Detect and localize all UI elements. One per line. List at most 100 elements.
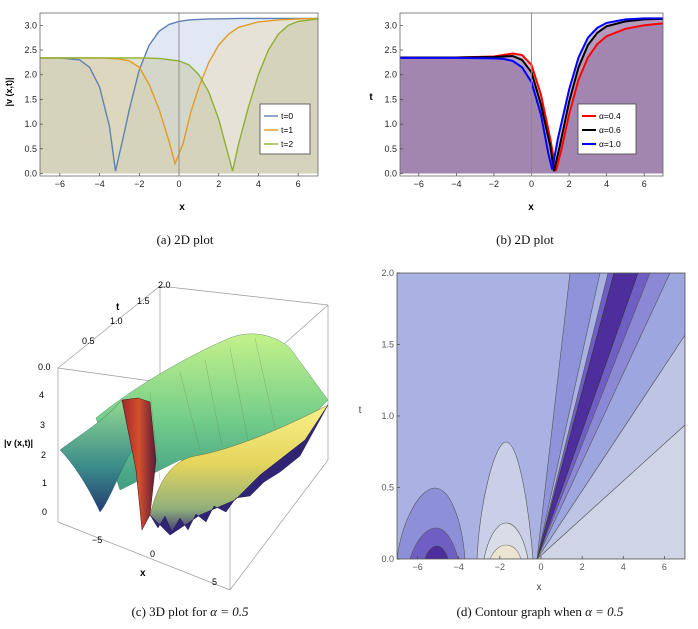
chart-b-legend-label: α=0.4 xyxy=(599,111,621,121)
x-tick-label: 6 xyxy=(296,179,301,189)
y-tick-label: 1.0 xyxy=(384,119,397,129)
x-tick-label: 2 xyxy=(567,179,572,189)
chart-b-legend: α=0.4 α=0.6 α=1.0 xyxy=(577,103,637,155)
chart-d-band-left-ray xyxy=(536,273,601,559)
series-line-t=2 xyxy=(40,18,319,172)
chart-a-ylabel: |v (x,t)| xyxy=(4,77,14,106)
chart-d-ylabel: t xyxy=(359,405,362,416)
x-tick-label: −2 xyxy=(489,179,499,189)
y-tick-label: 2.5 xyxy=(384,45,397,55)
chart-d-band-ray-3 xyxy=(536,273,651,559)
chart-b-legend-label: α=0.6 xyxy=(599,125,621,135)
y-tick-label: 0.0 xyxy=(384,169,397,179)
x-tick-label: 6 xyxy=(662,562,667,572)
chart-c-z-tick: 0 xyxy=(42,507,47,517)
chart-d-band-ray-core xyxy=(536,273,639,559)
x-tick-label: 6 xyxy=(642,179,647,189)
chart-b-caption: (b) 2D plot xyxy=(496,232,554,247)
chart-b-legend-label: α=1.0 xyxy=(599,139,621,149)
x-tick-label: −2 xyxy=(495,562,505,572)
x-tick-label: 0 xyxy=(176,179,181,189)
y-tick-label: 2.0 xyxy=(381,268,394,278)
chart-a-2d-plot: −6 −4 −2 0 2 4 6 0.0 0.5 1.0 1.5 2.0 2.5 3.0 |v (x,t)… xyxy=(4,12,319,213)
x-tick-label: 4 xyxy=(256,179,261,189)
chart-a-caption: (a) 2D plot xyxy=(156,232,214,247)
chart-c-z-tick: 2 xyxy=(41,450,46,460)
chart-d-band-center-dome-core xyxy=(489,544,522,559)
chart-c-x-label: x xyxy=(140,568,146,579)
y-tick-label: 1.5 xyxy=(24,94,37,104)
chart-c-z-tick: 4 xyxy=(39,390,44,400)
chart-d-axes: −6 −4 −2 0 2 4 6 0.0 0.5 1.0 1.5 2.0 xyxy=(381,268,686,572)
chart-c-z-tick: 1 xyxy=(42,478,47,488)
chart-b-axes: −6 −4 −2 0 2 4 6 0.0 0.5 1.0 1.5 2.0 2.5 3.0 xyxy=(384,12,664,189)
chart-c-3d-surface: 0.0 0.5 1.0 1.5 2.0 t 0 1 2 3 4 |v (x,t)… xyxy=(4,280,329,591)
y-tick-label: 0.0 xyxy=(24,169,37,179)
y-tick-label: 1.5 xyxy=(381,340,394,350)
x-tick-label: −6 xyxy=(414,179,424,189)
chart-a-legend-label: t=1 xyxy=(281,125,293,135)
chart-c-t-tick: 1.0 xyxy=(110,316,123,326)
chart-b-xlabel: x xyxy=(528,202,534,213)
x-tick-label: −4 xyxy=(454,562,464,572)
chart-a-legend-box xyxy=(259,103,311,155)
series-line-t=0 xyxy=(40,17,318,172)
x-tick-label: −4 xyxy=(94,179,104,189)
chart-b-series-lines xyxy=(400,17,664,172)
x-tick-label: −6 xyxy=(412,562,422,572)
chart-c-caption: (c) 3D plot for α = 0.5 xyxy=(90,604,290,620)
chart-a-legend-label: t=0 xyxy=(281,111,293,121)
series-line-t=1 xyxy=(40,17,319,166)
y-tick-label: 3.0 xyxy=(24,20,37,30)
chart-d-caption-text: (d) Contour graph when xyxy=(456,604,586,619)
y-tick-label: 2.5 xyxy=(24,45,37,55)
y-tick-label: 3.0 xyxy=(384,20,397,30)
chart-b-2d-plot: −6 −4 −2 0 2 4 6 0.0 0.5 1.0 1.5 2.0 2.5 3.0 t x α=0.… xyxy=(369,12,664,213)
chart-c-caption-alpha: α = 0.5 xyxy=(210,604,249,619)
y-tick-label: 1.0 xyxy=(24,119,37,129)
chart-c-ticks: 0.0 0.5 1.0 1.5 2.0 t 0 1 2 3 4 |v (x,t)… xyxy=(4,280,217,587)
chart-c-z-label: |v (x,t)| xyxy=(4,438,33,448)
chart-c-surface-spike xyxy=(121,397,157,531)
x-tick-label: 2 xyxy=(216,179,221,189)
y-tick-label: 1.0 xyxy=(381,411,394,421)
chart-a-series-lines xyxy=(40,17,319,172)
y-tick-label: 0.0 xyxy=(381,554,394,564)
chart-a-legend-label: t=2 xyxy=(281,139,293,149)
chart-d-band-center-dome xyxy=(476,441,534,559)
x-tick-label: 4 xyxy=(604,179,609,189)
chart-c-surface-left-valley xyxy=(59,399,133,513)
chart-d-band-center-dome-inner xyxy=(483,522,529,559)
x-tick-label: −2 xyxy=(134,179,144,189)
y-tick-label: 0.5 xyxy=(381,483,394,493)
chart-c-surface xyxy=(59,333,329,536)
chart-c-t-tick: 2.0 xyxy=(158,280,171,290)
chart-a-xlabel: x xyxy=(179,202,185,213)
series-line-1 xyxy=(400,17,664,172)
series-line-0 xyxy=(400,22,664,172)
chart-c-x-tick: −5 xyxy=(92,535,102,545)
chart-d-band-left-hump-core xyxy=(424,545,449,559)
chart-c-x-tick: 5 xyxy=(212,577,217,587)
chart-c-surface-jagged-edge xyxy=(149,404,329,536)
chart-d-xlabel: x xyxy=(537,582,542,593)
chart-d-contour: −6 −4 −2 0 2 4 6 0.0 0.5 1.0 1.5 2.0 t x xyxy=(359,268,686,593)
x-tick-label: 2 xyxy=(580,562,585,572)
chart-c-t-tick: 1.5 xyxy=(137,296,150,306)
chart-a-legend: t=0 t=1 t=2 xyxy=(259,103,311,155)
series-line-2 xyxy=(400,17,663,170)
chart-d-contour-bands xyxy=(397,273,685,559)
chart-c-z-tick: 3 xyxy=(40,420,45,430)
y-tick-label: 0.5 xyxy=(384,144,397,154)
y-tick-label: 2.0 xyxy=(24,70,37,80)
y-tick-label: 2.0 xyxy=(384,70,397,80)
chart-a-axes: −6 −4 −2 0 2 4 6 0.0 0.5 1.0 1.5 2.0 2.5 3.0 xyxy=(24,12,319,189)
x-tick-label: 0 xyxy=(538,562,543,572)
chart-d-band-left-hump-inner xyxy=(409,527,459,559)
chart-d-caption: (d) Contour graph when α = 0.5 xyxy=(420,604,660,620)
y-tick-label: 0.5 xyxy=(24,144,37,154)
chart-c-t-tick: 0.5 xyxy=(82,336,95,346)
chart-d-caption-alpha: α = 0.5 xyxy=(585,604,624,619)
chart-c-t-label: t xyxy=(116,302,120,313)
x-tick-label: −4 xyxy=(451,179,461,189)
